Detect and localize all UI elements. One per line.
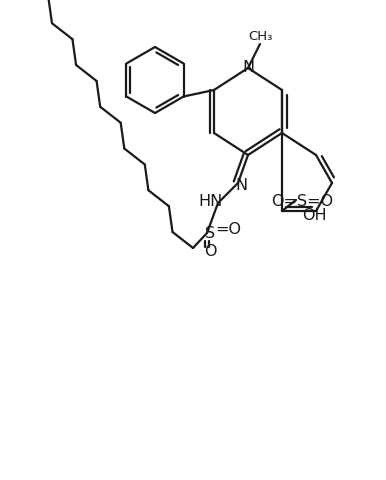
Text: S: S [205,226,215,240]
Text: OH: OH [302,208,326,224]
Text: =O: =O [215,221,241,237]
Text: N: N [242,60,254,74]
Text: HN: HN [199,194,223,209]
Text: O: O [204,243,216,259]
Text: O=S=O: O=S=O [271,194,333,209]
Text: CH₃: CH₃ [248,29,272,43]
Text: N: N [235,178,247,192]
